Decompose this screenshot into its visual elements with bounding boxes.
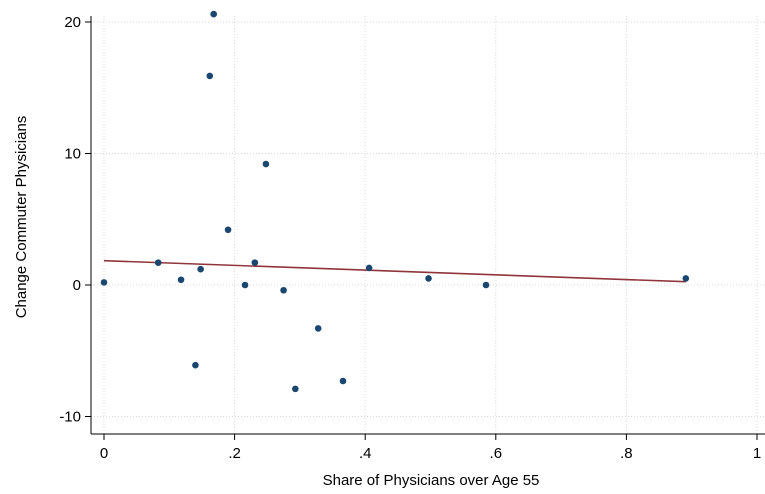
x-axis-title: Share of Physicians over Age 55: [323, 472, 540, 489]
data-point: [224, 226, 232, 234]
x-tick-label: .2: [228, 445, 241, 462]
ticks: 0 .2 .4 .6 .8 1 -10 0 10 20: [59, 14, 761, 462]
x-tick-label: .6: [490, 445, 503, 462]
data-point: [365, 264, 373, 272]
grid-lines: [91, 16, 765, 434]
data-point: [251, 259, 259, 266]
data-point: [100, 279, 108, 286]
x-tick-label: 1: [753, 445, 761, 462]
data-point: [425, 275, 432, 282]
data-point: [197, 265, 204, 273]
x-tick-label: .8: [620, 445, 633, 462]
data-point: [241, 281, 249, 289]
x-tick-label: 0: [100, 445, 108, 462]
y-tick-label: -10: [59, 409, 81, 426]
data-point: [482, 281, 490, 289]
data-point: [682, 275, 690, 282]
data-point: [339, 377, 347, 385]
axes: [90, 16, 765, 435]
data-point: [262, 160, 270, 168]
y-tick-label: 20: [64, 14, 81, 31]
data-point: [210, 10, 218, 18]
data-point: [292, 385, 299, 393]
data-point: [280, 286, 287, 294]
fitted-line: [103, 259, 686, 283]
data-point: [154, 259, 162, 266]
x-tick-label: .4: [359, 445, 372, 462]
data-point: [177, 276, 185, 284]
data-point: [192, 361, 199, 369]
data-point: [314, 325, 322, 332]
y-tick-label: 0: [73, 277, 81, 294]
data-marks: [100, 10, 690, 393]
y-axis-title: Change Commuter Physicians: [13, 116, 30, 319]
y-tick-label: 10: [64, 146, 81, 163]
data-point: [206, 72, 214, 80]
